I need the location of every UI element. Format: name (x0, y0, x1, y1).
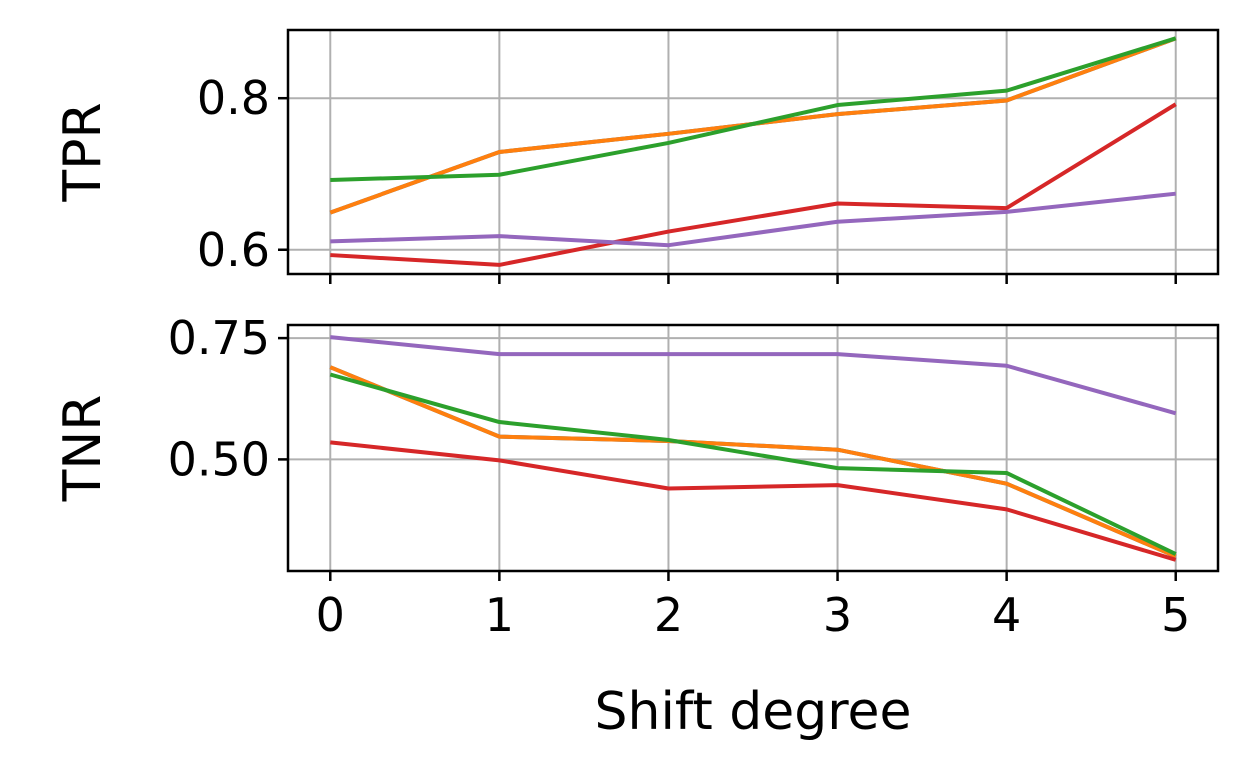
series-line (329, 372, 1177, 556)
y-tick-label: 0.8 (197, 71, 270, 125)
y-axis-label: TNR (53, 395, 113, 503)
x-tick-label: 1 (485, 588, 514, 642)
series-line (330, 102, 1177, 267)
series-line (330, 36, 1177, 183)
axes-frame (286, 323, 1220, 573)
series-line (330, 440, 1177, 562)
x-tick-label: 4 (992, 588, 1021, 642)
x-tick-label: 2 (654, 588, 683, 642)
series-line (329, 365, 1177, 559)
x-tick-label: 5 (1161, 588, 1190, 642)
x-axis-label: Shift degree (595, 682, 912, 742)
tnr-panel: 0.50 0.75 0 1 2 3 4 5 TNR Shift degree (53, 311, 1220, 742)
series-line (329, 365, 1177, 559)
series-line (330, 191, 1176, 248)
y-tick-label: 0.50 (168, 432, 270, 486)
x-tick-label: 0 (316, 588, 345, 642)
series-line (330, 335, 1177, 416)
y-tick-label: 0.6 (197, 223, 270, 277)
axes-frame (286, 28, 1220, 276)
y-axis-label: TPR (53, 102, 113, 202)
y-tick-label: 0.75 (168, 311, 270, 365)
tpr-panel: 0.6 0.8 TPR (53, 28, 1220, 284)
x-tick-label: 3 (823, 588, 852, 642)
